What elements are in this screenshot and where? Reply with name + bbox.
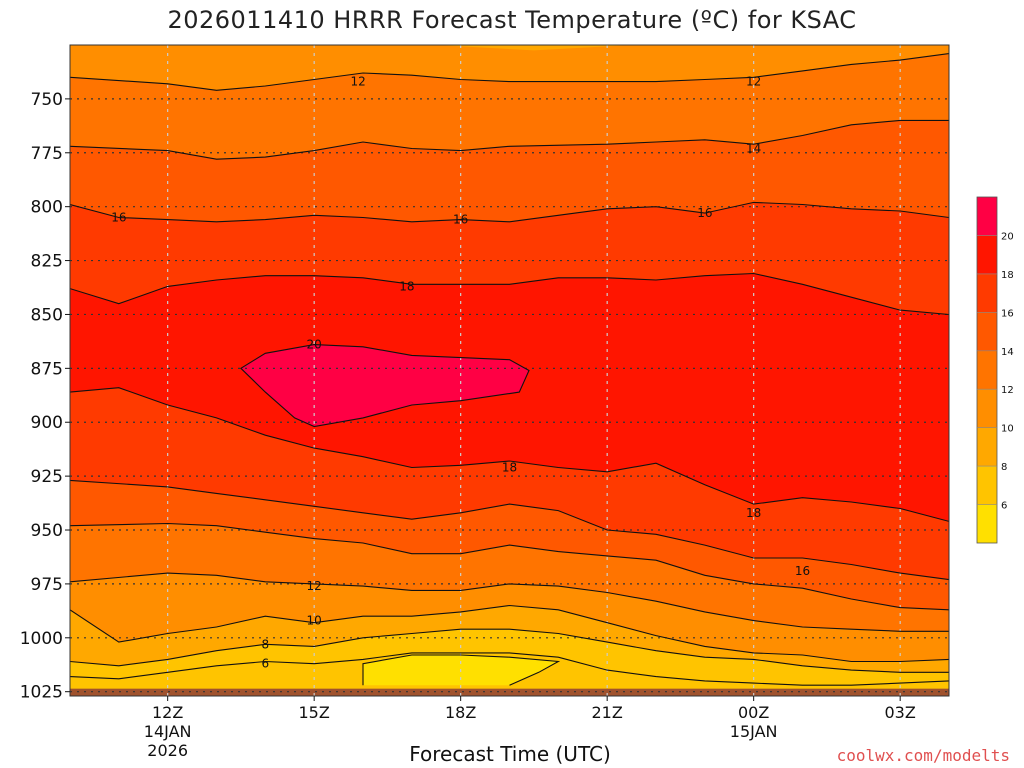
band-12-14	[70, 53, 949, 160]
colorbar-label: 10	[1001, 424, 1014, 435]
contour-c14b	[70, 522, 949, 611]
colorbar-swatch	[977, 389, 997, 428]
plot-frame	[69, 44, 950, 697]
contour-label: 6	[262, 657, 270, 671]
y-tick-label: 750	[31, 90, 63, 110]
contour-label: 16	[697, 206, 712, 220]
y-tick-label: 1025	[20, 683, 63, 703]
contour-label: 18	[399, 279, 414, 293]
contour-labels: 12 12 14 16 16 16 18 20 18 18 16 12 10 8 6	[111, 75, 810, 671]
y-tick-label: 775	[31, 144, 63, 164]
contour-label: 18	[746, 506, 761, 520]
credit-text: coolwx.com/modelts	[836, 746, 1010, 765]
colorbar-swatch	[977, 197, 997, 236]
x-axis-label: Forecast Time (UTC)	[409, 742, 611, 766]
contour-c6	[70, 652, 949, 686]
colorbar-label: 12	[1001, 385, 1014, 396]
contour-c14	[70, 119, 949, 160]
colorbar-swatch	[977, 427, 997, 467]
band-16-18	[70, 202, 949, 315]
band-10-12-lower	[70, 573, 949, 662]
contour-c18b	[70, 387, 949, 522]
contour-c10	[70, 604, 949, 663]
colorbar-swatch	[977, 504, 997, 543]
contour-label: 18	[502, 461, 517, 475]
contour-c16	[70, 201, 949, 223]
x-tick-sublabel: 14JAN	[144, 722, 192, 741]
contour-c16b	[70, 479, 949, 581]
contour-lines	[70, 53, 949, 686]
x-tick-sublabel: 15JAN	[730, 722, 778, 741]
contour-label: 12	[746, 75, 761, 89]
y-tick-label: 975	[31, 575, 63, 595]
colorbar-swatch	[977, 466, 997, 505]
contour-label: 20	[307, 338, 322, 352]
contour-c12	[70, 53, 949, 91]
contour-6-pocket	[362, 654, 561, 686]
contour-label: 16	[453, 213, 468, 227]
x-tick-sublabel: 2026	[147, 741, 188, 760]
y-axis-ticks: 750 775 800 825 850 875 900 925 950 975 1000 1025	[20, 90, 70, 703]
contour-c18	[70, 272, 949, 316]
band-10-12	[70, 45, 949, 91]
x-tick-label: 12Z	[152, 703, 183, 722]
contour-c12b	[70, 572, 949, 632]
contour-label: 8	[262, 637, 270, 651]
y-tick-label: 950	[31, 521, 63, 541]
colorbar-label: 14	[1001, 347, 1014, 358]
contour-20	[240, 344, 530, 428]
colorbar-swatch	[977, 235, 997, 274]
colorbar-label: 8	[1001, 462, 1007, 473]
colorbar-label: 16	[1001, 308, 1014, 319]
band-18-20	[70, 273, 949, 522]
chart-title: 2026011410 HRRR Forecast Temperature (ºC…	[167, 6, 857, 34]
band-14-16	[70, 120, 949, 222]
y-tick-label: 800	[31, 198, 63, 218]
x-tick-label: 21Z	[592, 703, 623, 722]
y-tick-label: 825	[31, 252, 63, 272]
band-top-pocket	[436, 45, 632, 51]
contour-label: 16	[111, 210, 126, 224]
contour-label: 12	[307, 579, 322, 593]
band-8-10	[70, 605, 949, 673]
contour-label: 16	[795, 564, 810, 578]
colorbar-swatch	[977, 273, 997, 313]
y-tick-label: 900	[31, 413, 63, 433]
x-tick-label: 18Z	[445, 703, 476, 722]
colorbar-label: 18	[1001, 270, 1014, 281]
contour-label: 12	[350, 75, 365, 89]
y-tick-label: 850	[31, 305, 63, 325]
contour-label: 14	[746, 141, 761, 155]
band-16-18-lower	[70, 387, 949, 580]
y-tick-label: 925	[31, 467, 63, 487]
colorbar-label: 20	[1001, 231, 1014, 242]
contour-label: 10	[307, 614, 322, 628]
colorbar-frame	[976, 196, 998, 544]
band-12-14-lower	[70, 523, 949, 632]
colorbar-swatch	[977, 312, 997, 351]
contour-c8	[70, 628, 949, 673]
y-tick-label: 1000	[20, 629, 63, 649]
x-tick-label: 15Z	[299, 703, 330, 722]
x-tick-label: 03Z	[885, 703, 916, 722]
y-tick-label: 875	[31, 359, 63, 379]
ground-strip	[70, 688, 949, 696]
colorbar-label: 6	[1001, 501, 1007, 512]
band-6-8	[70, 629, 949, 686]
temperature-bands	[70, 45, 949, 696]
band-above-20	[240, 344, 529, 427]
x-tick-label: 00Z	[738, 703, 769, 722]
colorbar-swatch	[977, 350, 997, 390]
colorbar: 6 8 10 12 14 16 18 20	[976, 196, 1014, 544]
